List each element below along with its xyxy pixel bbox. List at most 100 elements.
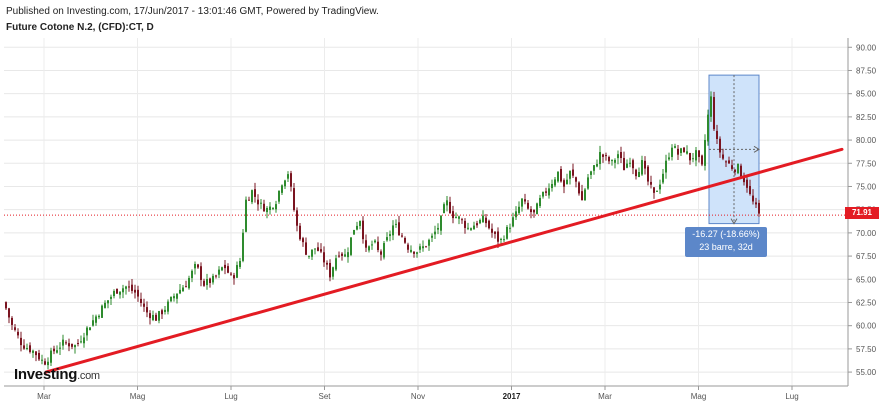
candle-body — [140, 298, 142, 303]
candle-body — [185, 286, 187, 288]
candle-body — [491, 228, 493, 233]
candle-body — [719, 138, 721, 153]
candle-body — [503, 239, 505, 241]
candle-body — [728, 160, 730, 164]
y-tick-label: 87.50 — [856, 66, 877, 75]
candle-body — [269, 206, 271, 210]
candle-body — [263, 203, 265, 212]
candle-body — [362, 220, 364, 240]
candle-body — [740, 165, 742, 179]
candle-body — [164, 309, 166, 312]
candle-body — [578, 182, 580, 194]
candle-body — [20, 337, 22, 346]
candle-body — [176, 293, 178, 299]
candle-body — [83, 337, 85, 344]
candle-body — [221, 267, 223, 271]
candle-body — [455, 216, 457, 218]
candle-body — [77, 342, 79, 344]
candle-body — [182, 287, 184, 292]
candle-body — [668, 157, 670, 160]
candle-body — [305, 242, 307, 255]
candle-body — [713, 97, 715, 130]
candle-body — [422, 246, 424, 249]
candle-body — [425, 246, 427, 248]
candle-body — [92, 320, 94, 326]
candle-body — [755, 202, 757, 205]
candle-body — [452, 211, 454, 219]
candle-body — [377, 241, 379, 250]
candle-series — [5, 91, 760, 370]
candle-body — [656, 190, 658, 192]
candle-body — [344, 254, 346, 257]
y-tick-label: 67.50 — [856, 252, 877, 261]
candle-body — [338, 255, 340, 257]
candle-body — [389, 234, 391, 236]
candle-body — [224, 264, 226, 269]
trend-line-group[interactable] — [44, 147, 844, 374]
candle-body — [89, 327, 91, 331]
candle-body — [548, 188, 550, 196]
candle-body — [8, 308, 10, 318]
candle-body — [632, 160, 634, 169]
candle-body — [515, 211, 517, 218]
candle-body — [329, 262, 331, 278]
candle-body — [413, 251, 415, 254]
x-tick-label: Mag — [691, 392, 707, 401]
candle-body — [734, 169, 736, 172]
y-tick-label: 55.00 — [856, 368, 877, 377]
candle-body — [266, 208, 268, 213]
candle-body — [341, 253, 343, 256]
candle-body — [356, 225, 358, 230]
candle-body — [11, 317, 13, 325]
candle-body — [593, 165, 595, 171]
candle-body — [647, 166, 649, 182]
measure-readout: -16.27 (-18.66%) 23 barre, 32d — [685, 227, 767, 257]
candle-body — [542, 192, 544, 197]
candle-body — [533, 209, 535, 213]
measure-change: -16.27 (-18.66%) — [692, 229, 760, 239]
candle-body — [434, 231, 436, 235]
candle-body — [431, 235, 433, 238]
candle-body — [35, 351, 37, 356]
candle-body — [662, 173, 664, 183]
candle-body — [737, 163, 739, 174]
candle-body — [242, 232, 244, 261]
candle-body — [215, 275, 217, 277]
candle-body — [410, 249, 412, 252]
candle-body — [590, 171, 592, 175]
candle-body — [443, 204, 445, 214]
candle-body — [653, 187, 655, 193]
candle-body — [47, 361, 49, 366]
candle-body — [368, 246, 370, 251]
candle-body — [716, 130, 718, 139]
candle-body — [209, 278, 211, 284]
candle-body — [116, 288, 118, 294]
candle-body — [317, 247, 319, 251]
candle-body — [395, 223, 397, 225]
measure-tool[interactable] — [708, 74, 760, 225]
candle-body — [146, 307, 148, 313]
candle-body — [353, 229, 355, 235]
candle-body — [158, 311, 160, 321]
candle-body — [155, 314, 157, 321]
candle-body — [383, 243, 385, 258]
candle-body — [419, 246, 421, 250]
candle-body — [506, 226, 508, 239]
candle-body — [371, 244, 373, 246]
candle-body — [290, 173, 292, 187]
trend-line[interactable] — [44, 147, 844, 374]
candle-body — [227, 266, 229, 273]
candle-body — [122, 288, 124, 293]
x-tick-label: Nov — [411, 392, 425, 401]
y-tick-label: 75.00 — [856, 182, 877, 191]
candle-body — [68, 343, 70, 347]
x-tick-label: Set — [318, 392, 331, 401]
candle-body — [392, 225, 394, 236]
y-tick-label: 70.00 — [856, 229, 877, 238]
candle-body — [629, 162, 631, 164]
candle-body — [71, 343, 73, 347]
candle-body — [293, 188, 295, 210]
candle-body — [245, 199, 247, 232]
candle-body — [44, 361, 46, 365]
